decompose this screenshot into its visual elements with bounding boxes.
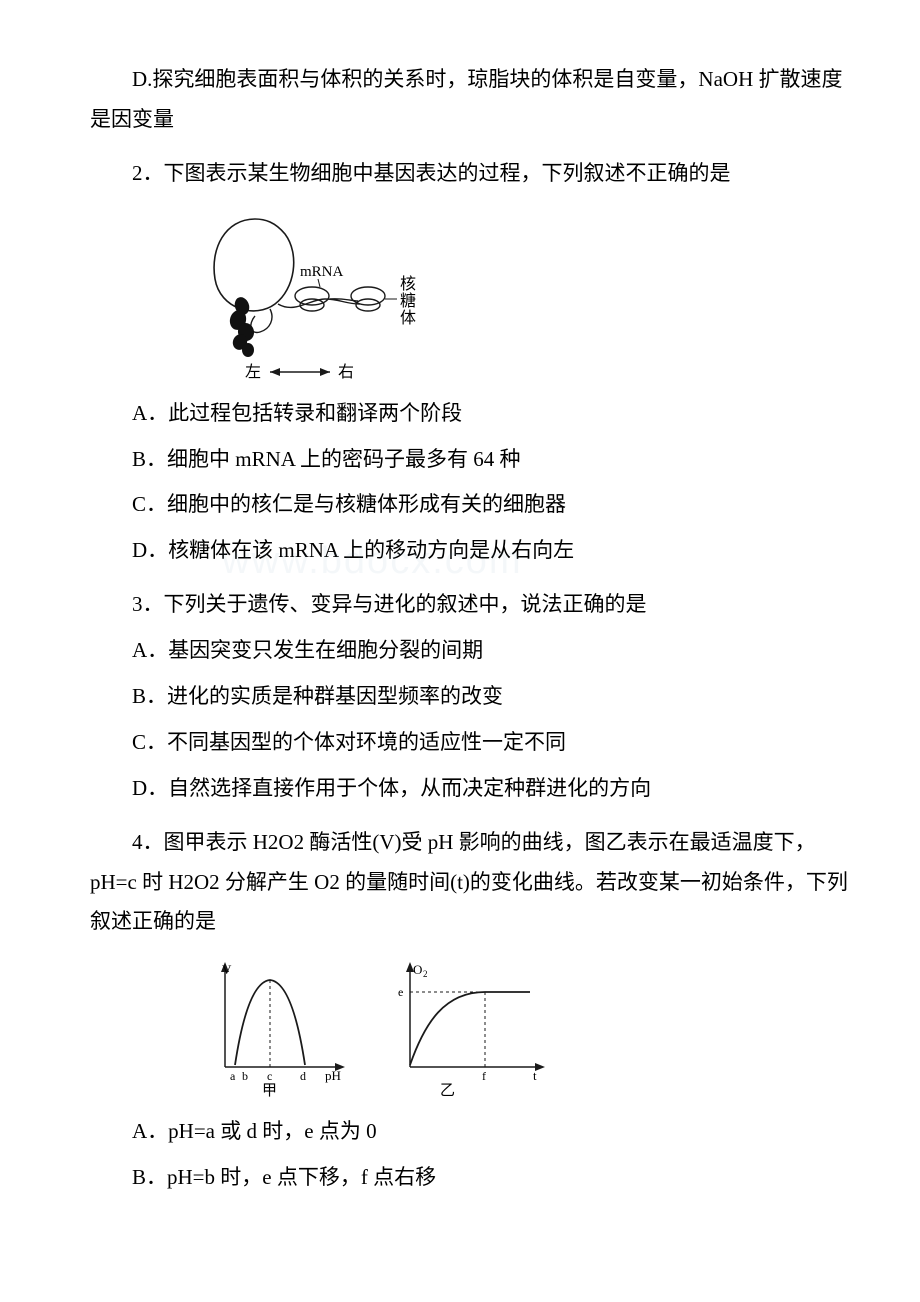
q3-option-c: C．不同基因型的个体对环境的适应性一定不同 xyxy=(132,730,566,754)
c-label: c xyxy=(267,1069,272,1083)
q2-option-b: B．细胞中 mRNA 上的密码子最多有 64 种 xyxy=(132,447,521,471)
q2-option-d: D．核糖体在该 mRNA 上的移动方向是从右向左 xyxy=(132,538,574,562)
o2-sub: 2 xyxy=(423,969,428,979)
q3-option-d: D．自然选择直接作用于个体，从而决定种群进化的方向 xyxy=(132,776,651,800)
q4-option-b: B．pH=b 时，e 点下移，f 点右移 xyxy=(132,1165,436,1189)
mrna-label: mRNA xyxy=(300,264,344,280)
ribo-label-2: 糖 xyxy=(400,292,416,310)
d-label: d xyxy=(300,1069,306,1083)
q4-figure: V a b c d pH 甲 O 2 e f t 乙 xyxy=(200,952,860,1102)
ph-label: pH xyxy=(325,1068,341,1083)
o2-label: O xyxy=(413,962,422,977)
q2-option-c: C．细胞中的核仁是与核糖体形成有关的细胞器 xyxy=(132,492,566,516)
q4-stem: 4．图甲表示 H2O2 酶活性(V)受 pH 影响的曲线，图乙表示在最适温度下，… xyxy=(90,830,848,934)
ribo-label-3: 体 xyxy=(400,309,416,327)
v-label: V xyxy=(222,962,232,977)
q1-option-d: D.探究细胞表面积与体积的关系时，琼脂块的体积是自变量，NaOH 扩散速度是因变… xyxy=(90,67,842,131)
q2-figure: mRNA 核 糖 体 左 右 xyxy=(200,204,860,384)
e-label: e xyxy=(398,985,403,999)
ribo-label-1: 核 xyxy=(400,275,416,293)
right-label: 右 xyxy=(338,363,354,381)
a-label: a xyxy=(230,1069,236,1083)
jia-label: 甲 xyxy=(262,1083,277,1099)
q4-option-a: A．pH=a 或 d 时，e 点为 0 xyxy=(132,1119,377,1143)
b-label: b xyxy=(242,1069,248,1083)
q2-option-a: A．此过程包括转录和翻译两个阶段 xyxy=(132,401,462,425)
left-label: 左 xyxy=(245,363,261,381)
yi-label: 乙 xyxy=(440,1083,455,1099)
q3-option-a: A．基因突变只发生在细胞分裂的间期 xyxy=(132,638,483,662)
q2-stem: 2．下图表示某生物细胞中基因表达的过程，下列叙述不正确的是 xyxy=(132,161,731,185)
q3-stem: 3．下列关于遗传、变异与进化的叙述中，说法正确的是 xyxy=(132,592,647,616)
t-label: t xyxy=(533,1068,537,1083)
q3-option-b: B．进化的实质是种群基因型频率的改变 xyxy=(132,684,503,708)
f-label: f xyxy=(482,1069,486,1083)
